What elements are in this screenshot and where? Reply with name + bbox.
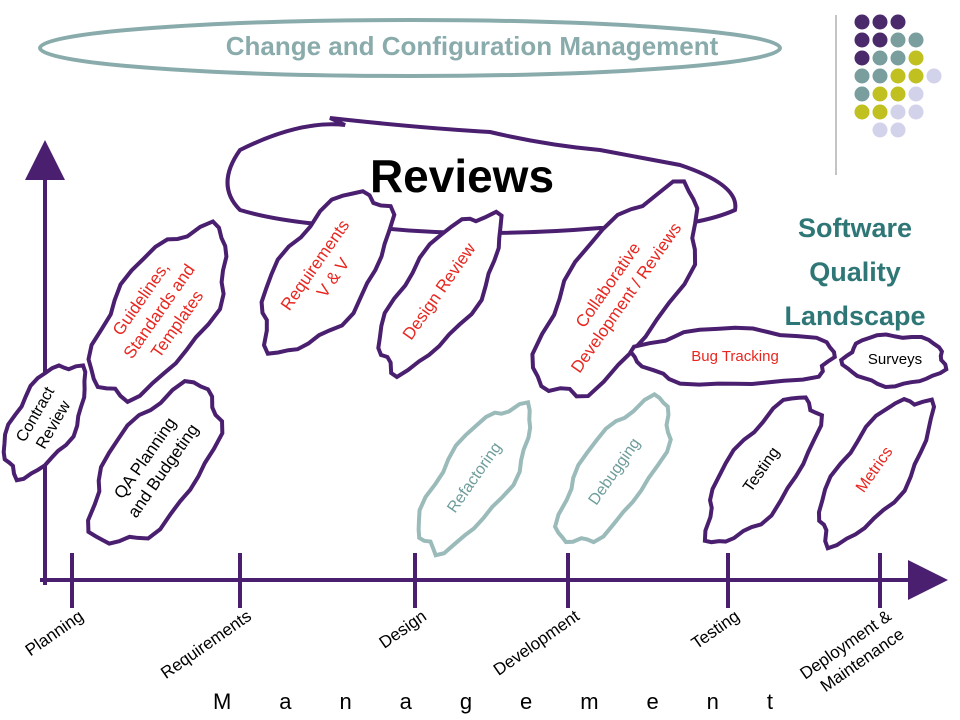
blob-label: Surveys [868, 351, 922, 368]
dot [890, 122, 906, 138]
dot [890, 50, 906, 66]
blob-outline [702, 395, 825, 545]
cm-ellipse [38, 18, 782, 78]
dot [854, 32, 870, 48]
dot [854, 68, 870, 84]
landscape-title: Quality [809, 257, 901, 287]
landscape-title: Landscape [784, 301, 925, 331]
reviews-label: Reviews [370, 150, 554, 202]
phase: Testing [688, 606, 743, 652]
phase: Deployment &Maintenance [796, 606, 907, 696]
phase-label: Requirements [157, 606, 255, 682]
dot [908, 68, 924, 84]
dot [872, 68, 888, 84]
dot [890, 68, 906, 84]
phase: Planning [22, 606, 87, 660]
dot [854, 14, 870, 30]
dot [872, 104, 888, 120]
dot [854, 104, 870, 120]
blob-outline [416, 399, 533, 558]
landscape-title: Software [798, 213, 912, 243]
blob-outline [86, 379, 225, 546]
dot [908, 86, 924, 102]
blob: Refactoring [416, 399, 533, 558]
phase-label: Planning [22, 606, 87, 660]
blob-outline [86, 219, 229, 405]
blob-outline [816, 396, 937, 551]
blob-outline [838, 332, 949, 390]
dot [872, 14, 888, 30]
blob: Surveys [838, 332, 949, 390]
dot [854, 50, 870, 66]
blob-outline [376, 209, 504, 380]
phase-label: Design [376, 606, 430, 652]
dot [890, 14, 906, 30]
dot [890, 104, 906, 120]
dot [872, 122, 888, 138]
blob-outline [530, 179, 700, 399]
dot [872, 32, 888, 48]
blob-outline [1, 363, 88, 483]
dot-pattern [854, 14, 942, 138]
blob: Bug Tracking [628, 325, 837, 387]
phase: Design [376, 606, 430, 652]
phase-label: Testing [688, 606, 743, 652]
management-label: Management [213, 689, 773, 714]
dot [908, 50, 924, 66]
blob: Debugging [552, 392, 673, 545]
dot [890, 86, 906, 102]
dot [872, 50, 888, 66]
dot [872, 86, 888, 102]
phase-label: Development [490, 606, 583, 679]
dot [926, 68, 942, 84]
dot [890, 32, 906, 48]
dot [854, 86, 870, 102]
blob-outline [552, 392, 673, 545]
blob-outline [628, 325, 837, 387]
blob-label: Bug Tracking [691, 348, 779, 365]
blob-outline [259, 189, 397, 356]
phase: Development [490, 606, 583, 679]
dot [908, 104, 924, 120]
phase: Requirements [157, 606, 255, 682]
cm-title: Change and Configuration Management [226, 31, 719, 61]
dot [908, 32, 924, 48]
blob: Testing [702, 395, 825, 545]
blob: Metrics [816, 396, 937, 551]
